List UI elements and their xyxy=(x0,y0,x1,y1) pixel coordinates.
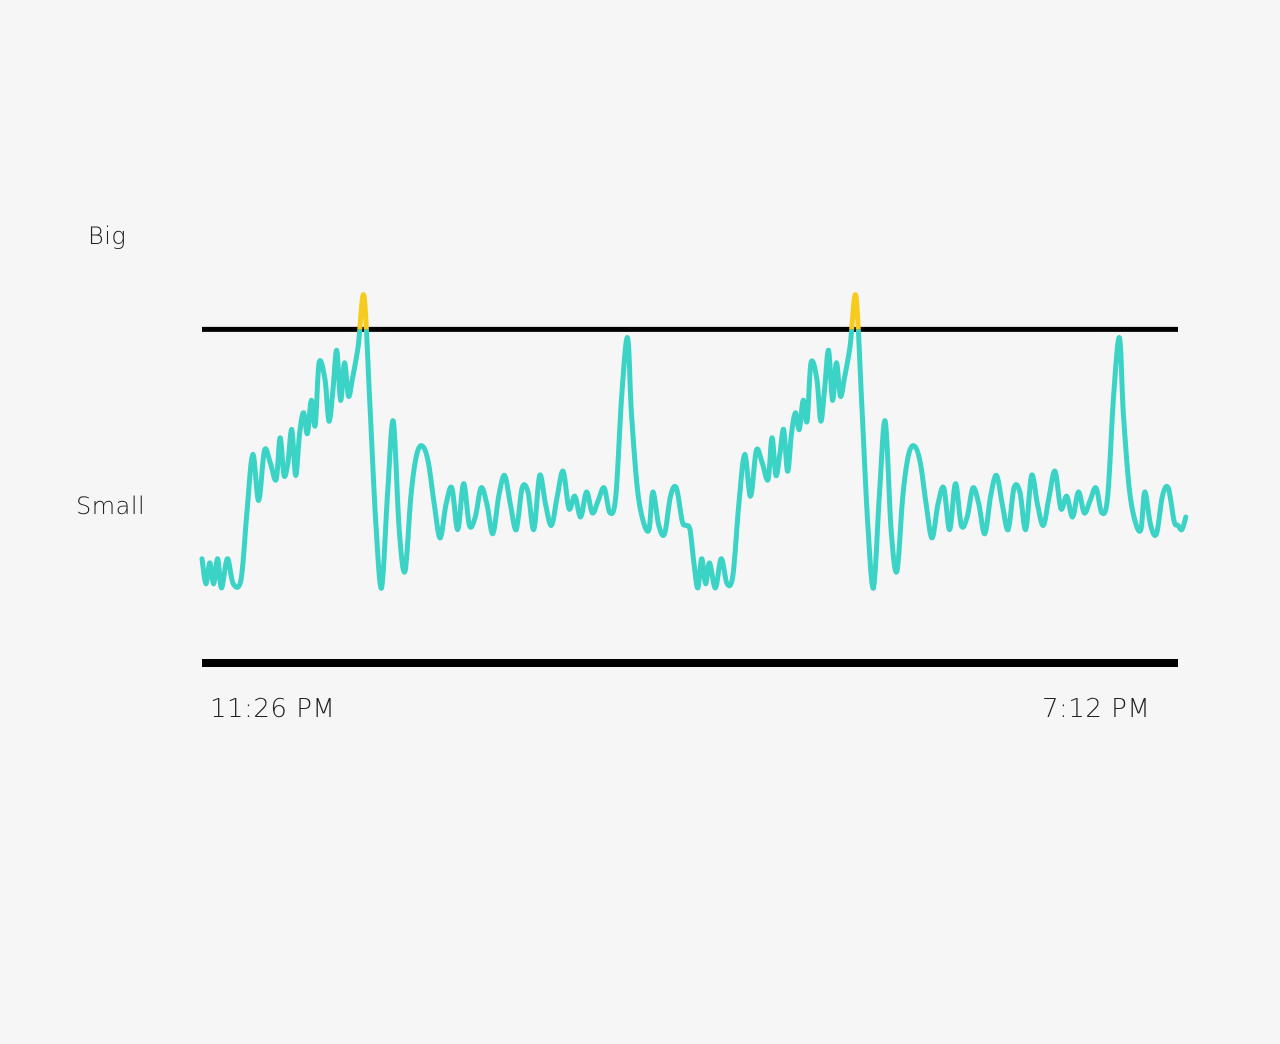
y-label-small: Small xyxy=(76,492,146,520)
x-label-end: 7:12 PM xyxy=(1042,694,1151,724)
series-line xyxy=(199,329,1189,591)
series-group xyxy=(199,292,1189,591)
x-label-start: 11:26 PM xyxy=(210,694,336,724)
y-label-big: Big xyxy=(88,222,127,250)
